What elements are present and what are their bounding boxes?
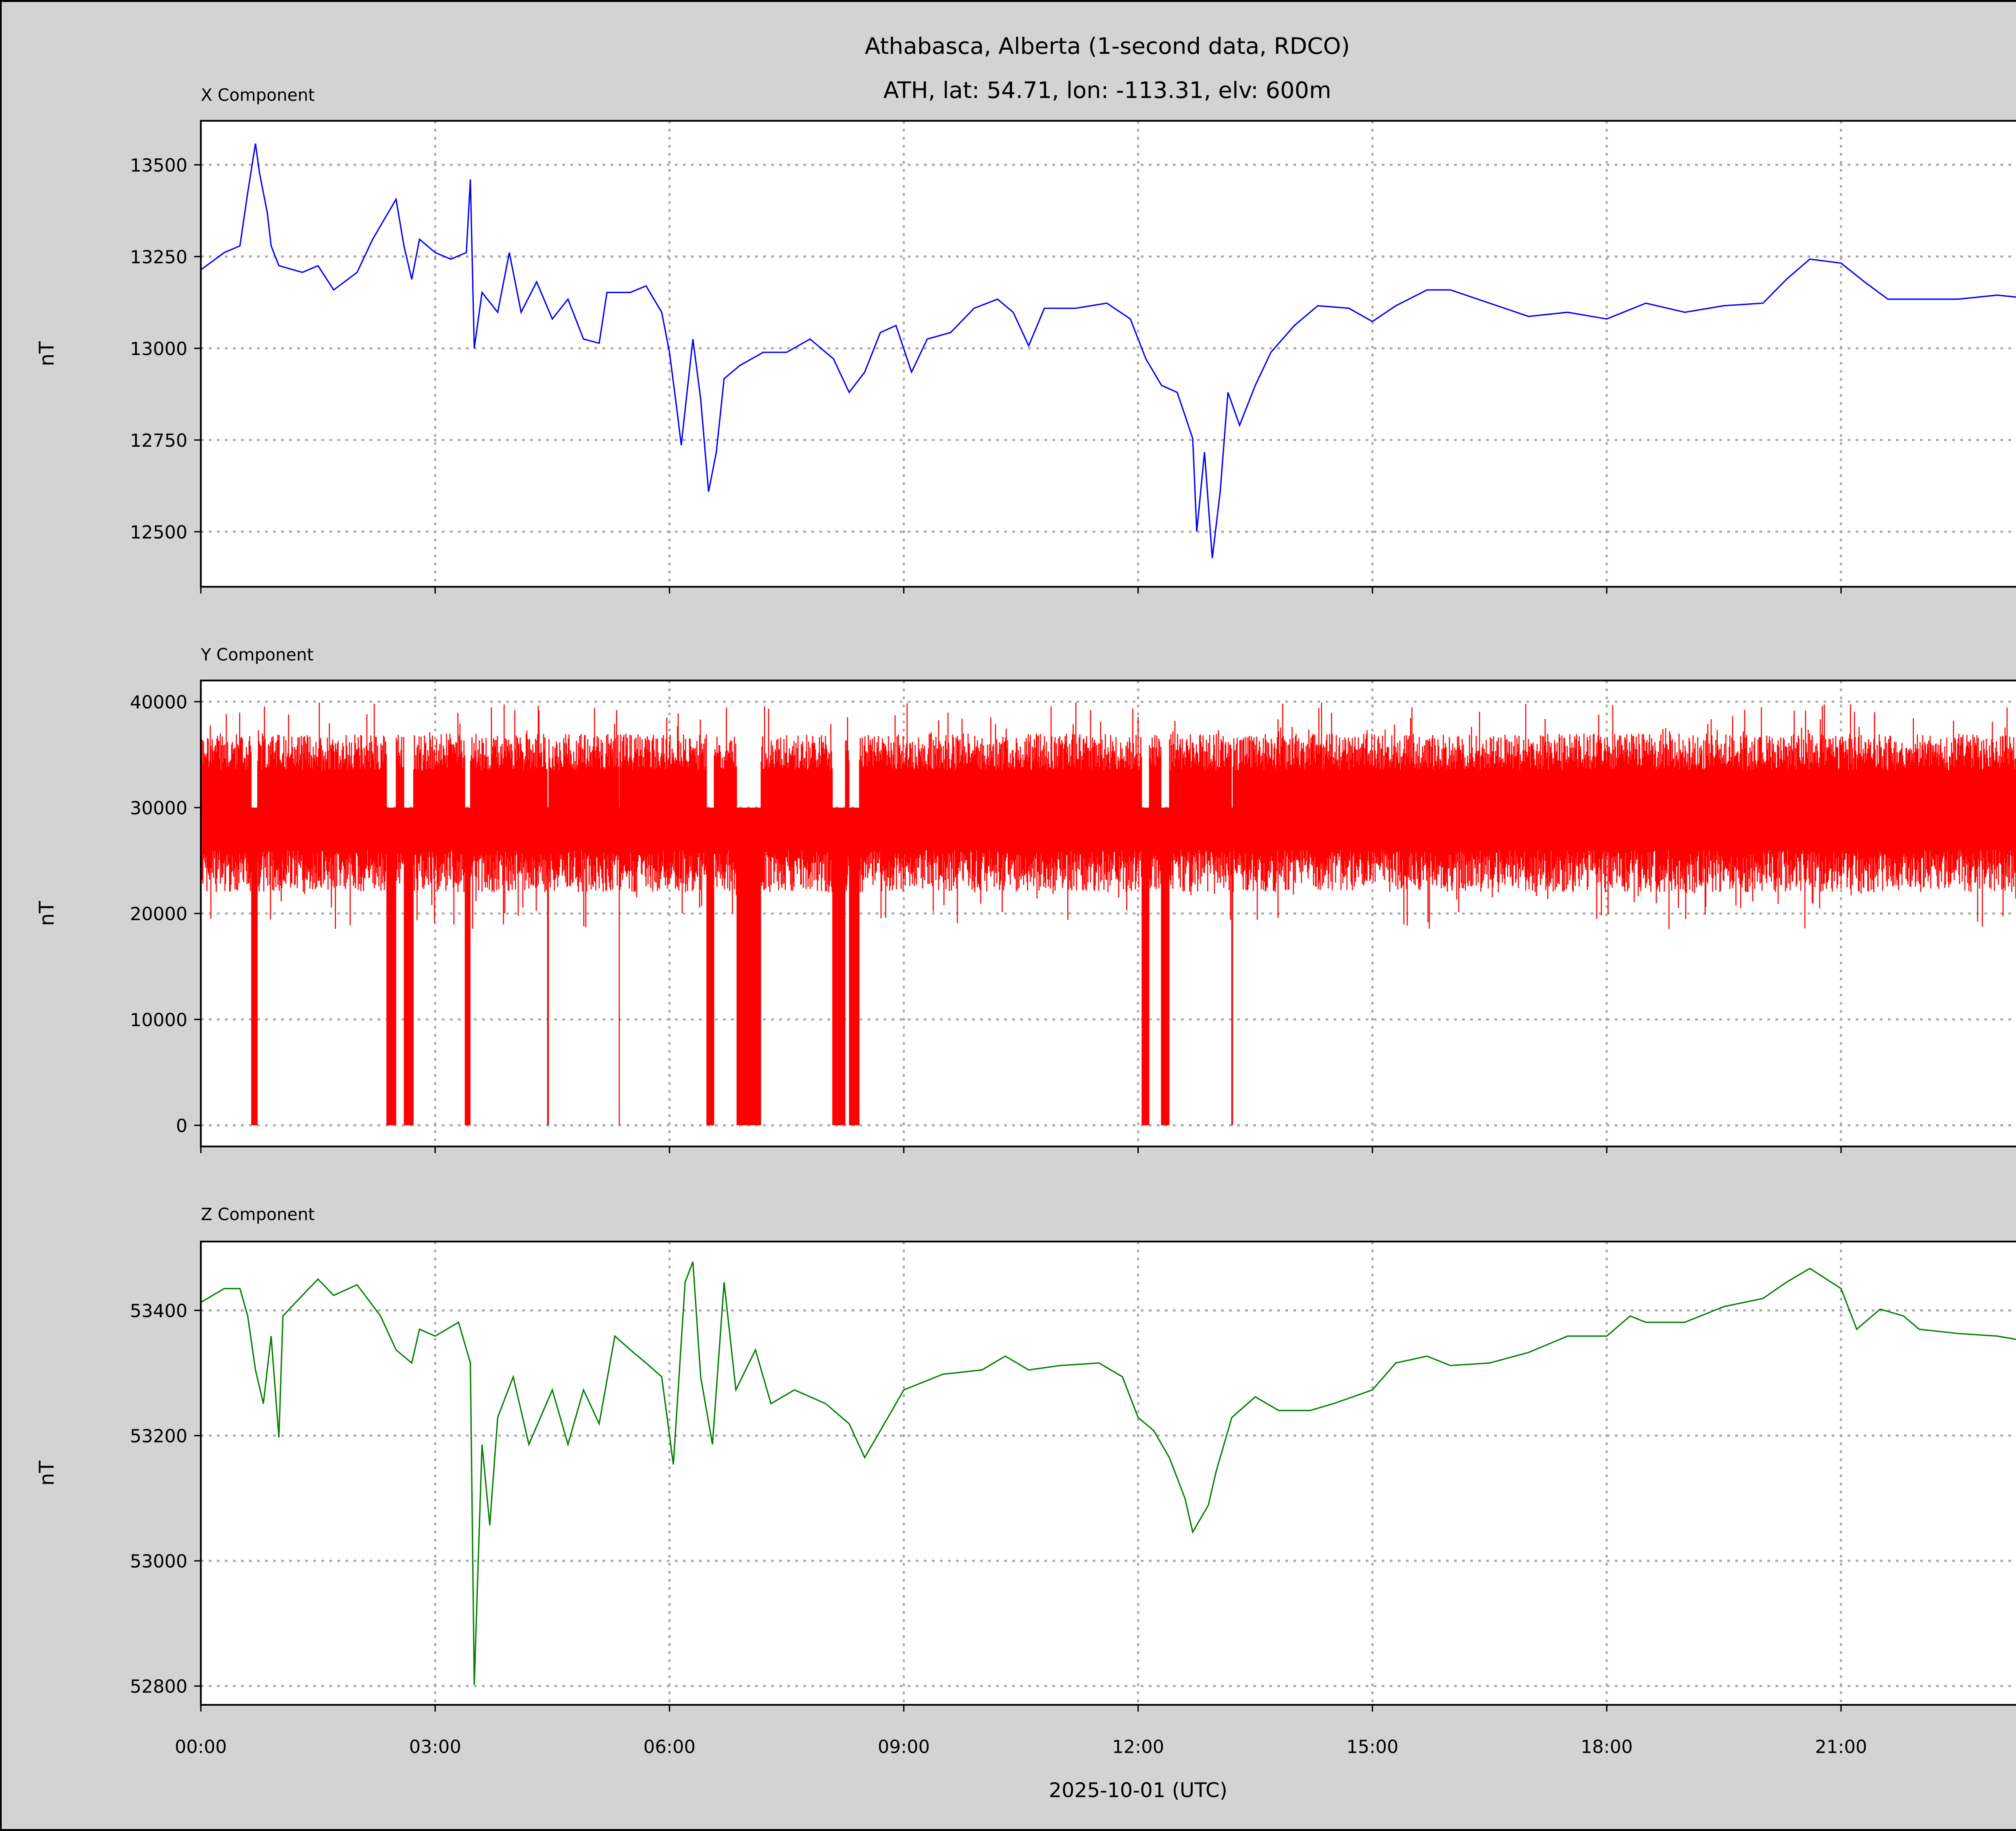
y-tick-label-y: 20000 bbox=[130, 903, 187, 925]
y-tick-label-y: 10000 bbox=[130, 1009, 187, 1031]
panel-label-y: Y Component bbox=[200, 645, 313, 664]
y-tick-label-z: 53400 bbox=[130, 1300, 187, 1322]
plot-area-z bbox=[201, 1241, 2016, 1705]
axes-frame-x bbox=[200, 120, 2016, 588]
panel-label-z: Z Component bbox=[201, 1204, 315, 1224]
y-tick-label-x: 13250 bbox=[130, 246, 187, 268]
panel-label-x: X Component bbox=[201, 85, 315, 105]
y-tick-label-y: 40000 bbox=[130, 692, 187, 713]
axes-frame-z bbox=[200, 1240, 2016, 1706]
y-tick-label-x: 13000 bbox=[130, 338, 187, 359]
x-tick-label: 15:00 bbox=[1346, 1736, 1398, 1758]
x-tick-label: 03:00 bbox=[409, 1736, 461, 1758]
y-axis-label-y: nT bbox=[35, 901, 58, 926]
y-axis-label-z: nT bbox=[35, 1460, 58, 1486]
y-tick-label-x: 13500 bbox=[130, 154, 187, 176]
x-tick-label: 00:00 bbox=[175, 1736, 227, 1758]
y-tick-label-z: 53200 bbox=[130, 1425, 187, 1447]
x-axis-label: 2025-10-01 (UTC) bbox=[1049, 1779, 1227, 1802]
x-tick-label: 09:00 bbox=[878, 1736, 930, 1758]
x-tick-label: 18:00 bbox=[1581, 1736, 1633, 1758]
x-tick-label: 12:00 bbox=[1112, 1736, 1164, 1758]
chart-title: Athabasca, Alberta (1-second data, RDCO) bbox=[865, 33, 1350, 60]
y-tick-label-y: 0 bbox=[176, 1115, 187, 1136]
series-line-z bbox=[201, 1261, 2016, 1685]
y-tick-label-z: 53000 bbox=[130, 1551, 187, 1572]
y-tick-label-x: 12750 bbox=[130, 430, 187, 451]
x-tick-label: 21:00 bbox=[1815, 1736, 1867, 1758]
axes-frame-y bbox=[200, 679, 2016, 1148]
series-line-y bbox=[201, 702, 2016, 1125]
plot-area-x bbox=[201, 121, 2016, 587]
y-tick-label-z: 52800 bbox=[130, 1676, 187, 1697]
x-tick-label: 06:00 bbox=[644, 1736, 696, 1758]
y-tick-label-x: 12500 bbox=[130, 521, 187, 543]
y-axis-label-x: nT bbox=[35, 341, 58, 367]
y-tick-label-y: 30000 bbox=[130, 797, 187, 819]
series-line-x bbox=[201, 143, 2016, 558]
chart-subtitle: ATH, lat: 54.71, lon: -113.31, elv: 600m bbox=[883, 77, 1331, 104]
